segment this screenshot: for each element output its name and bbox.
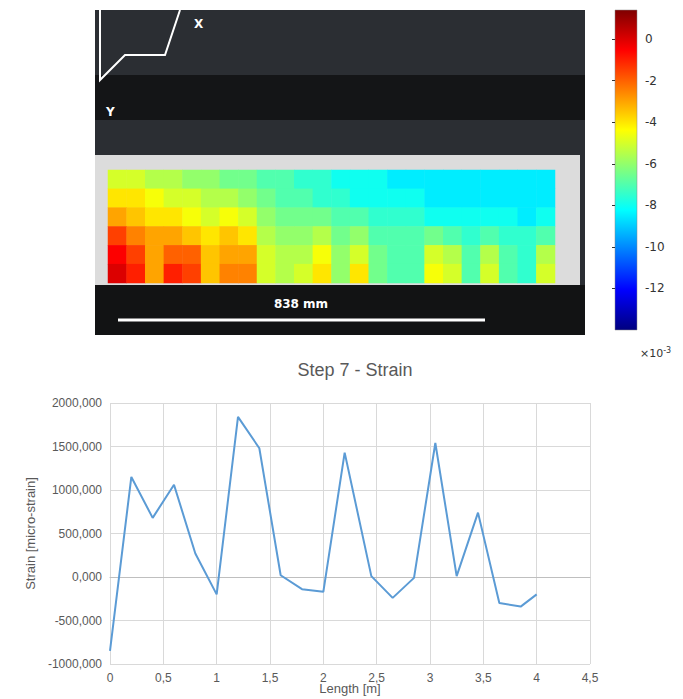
svg-text:4: 4 [533, 671, 540, 685]
svg-text:Y: Y [105, 105, 115, 119]
svg-text:4,5: 4,5 [582, 671, 599, 685]
svg-text:3: 3 [427, 671, 434, 685]
svg-text:-3: -3 [663, 346, 671, 355]
svg-text:1: 1 [213, 671, 220, 685]
svg-text:1000,000: 1000,000 [52, 483, 102, 497]
svg-text:Step 7 - Strain: Step 7 - Strain [297, 360, 412, 380]
svg-text:-8: -8 [645, 198, 657, 212]
svg-text:-6: -6 [645, 157, 657, 171]
svg-text:Strain [micro-strain]: Strain [micro-strain] [23, 477, 38, 590]
svg-text:1,5: 1,5 [262, 671, 279, 685]
svg-text:Length [m]: Length [m] [319, 681, 380, 696]
svg-text:0,000: 0,000 [72, 570, 102, 584]
svg-text:0: 0 [107, 671, 114, 685]
svg-text:-12: -12 [645, 281, 665, 295]
svg-text:0: 0 [645, 32, 653, 46]
svg-text:-1000,000: -1000,000 [48, 657, 102, 671]
svg-text:500,000: 500,000 [59, 527, 103, 541]
svg-text:-500,000: -500,000 [55, 614, 103, 628]
svg-text:X: X [194, 17, 204, 31]
svg-text:2: 2 [320, 671, 327, 685]
svg-text:3,5: 3,5 [475, 671, 492, 685]
svg-text:-2: -2 [645, 74, 657, 88]
svg-text:×10: ×10 [640, 347, 663, 360]
svg-text:1500,000: 1500,000 [52, 440, 102, 454]
svg-text:-4: -4 [645, 115, 657, 129]
svg-text:-10: -10 [645, 240, 665, 254]
svg-text:838 mm: 838 mm [274, 297, 328, 311]
svg-text:2,5: 2,5 [368, 671, 385, 685]
svg-text:0,5: 0,5 [155, 671, 172, 685]
svg-text:2000,000: 2000,000 [52, 396, 102, 410]
